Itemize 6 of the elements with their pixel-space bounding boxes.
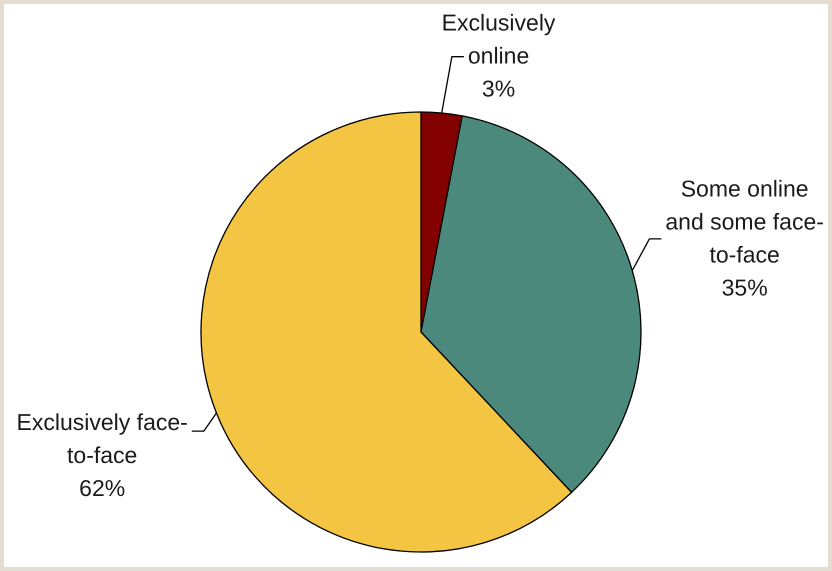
slice-label: Exclusively face-to-face	[16, 408, 188, 468]
slice-label: Exclusively online	[442, 10, 556, 69]
data-label: 3%	[482, 76, 516, 102]
data-label: 35%	[722, 274, 768, 300]
slice-label: Some online and some face-to-face	[665, 175, 824, 268]
data-label: 62%	[79, 474, 126, 501]
